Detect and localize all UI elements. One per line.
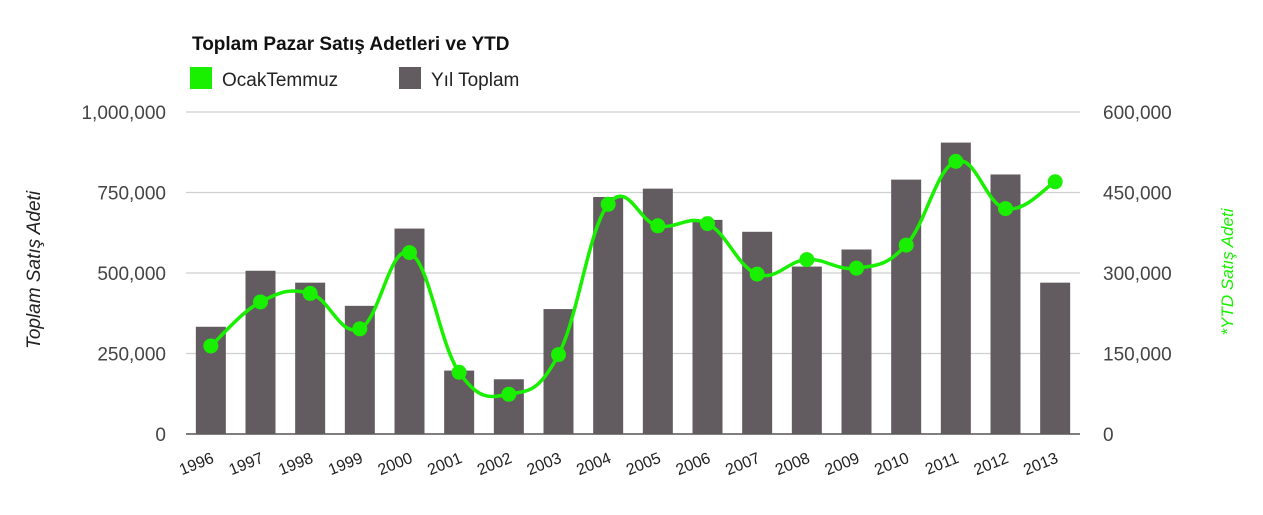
point-1997: [253, 294, 268, 310]
line-points: [203, 153, 1063, 402]
point-2000: [402, 245, 417, 261]
y-tick-label-right: 0: [1103, 425, 1114, 446]
x-tick-label: 2012: [972, 450, 1011, 479]
y-tick-label-right: 600,000: [1103, 103, 1172, 124]
point-2001: [451, 364, 467, 380]
x-tick-label: 2000: [376, 450, 415, 479]
x-tick-label: 2011: [923, 450, 961, 479]
bar-2010: [891, 179, 922, 434]
point-1999: [352, 321, 368, 337]
bar-series: [195, 142, 1071, 434]
ocaktemmuz-line: [209, 159, 1057, 399]
x-tick-label: 2008: [773, 450, 812, 479]
point-2009: [849, 260, 864, 276]
x-axis-ticks: 1996 1997 1998 1999 2000 2001 2002 2003 2004 2005…: [177, 450, 1061, 479]
legend-label-yil-toplam: Yıl Toplam: [431, 70, 519, 91]
bar-2009: [841, 249, 872, 434]
x-tick-label: 1998: [276, 450, 315, 479]
y-tick-label-right: 150,000: [1103, 345, 1172, 366]
y-tick-label-left: 500,000: [97, 264, 166, 285]
y-tick-label-right: 300,000: [1103, 264, 1172, 285]
x-tick-label: 2006: [674, 450, 713, 479]
x-tick-label: 2004: [574, 450, 613, 479]
gridlines: [186, 111, 1080, 435]
point-2005: [650, 218, 666, 234]
point-2006: [700, 216, 715, 232]
x-tick-label: 2005: [624, 450, 663, 479]
x-tick-label: 2009: [823, 450, 862, 479]
bar-2011: [940, 142, 971, 434]
x-tick-label: 2001: [425, 450, 464, 479]
point-2013: [1047, 174, 1063, 190]
legend-swatch-ocaktemmuz: [190, 67, 212, 89]
x-tick-label: 2007: [723, 450, 762, 479]
y-axis-label-left: Toplam Satış Adeti: [24, 190, 45, 349]
x-tick-label: 2003: [525, 450, 564, 479]
point-2003: [551, 347, 566, 363]
point-1996: [203, 338, 219, 354]
point-1998: [302, 285, 318, 301]
left-axis-ticks: 0 250,000 500,000 750,000 1,000,000: [81, 103, 166, 446]
x-tick-label: 2013: [1021, 450, 1060, 479]
x-tick-label: 2002: [475, 450, 514, 479]
y-tick-label-left: 0: [155, 425, 166, 446]
bar-2007: [742, 231, 773, 434]
y-tick-label-left: 250,000: [97, 345, 166, 366]
legend-swatch-yil-toplam: [399, 67, 421, 89]
y-tick-label-left: 1,000,000: [81, 103, 166, 124]
bar-2006: [692, 219, 723, 434]
x-tick-label: 1999: [326, 450, 365, 479]
point-2007: [749, 266, 765, 282]
bar-2004: [593, 197, 624, 434]
point-2012: [998, 201, 1013, 217]
bar-2008: [791, 266, 822, 434]
chart-title: Toplam Pazar Satış Adetleri ve YTD: [192, 34, 509, 55]
legend-label-ocaktemmuz: OcakTemmuz: [222, 70, 338, 91]
right-axis-ticks: 0 150,000 300,000 450,000 600,000: [1103, 103, 1172, 446]
x-tick-label: 1997: [227, 450, 266, 479]
bar-2012: [990, 174, 1021, 434]
point-2008: [799, 252, 815, 268]
x-tick-label: 1996: [177, 450, 216, 479]
point-2010: [898, 237, 914, 253]
point-2002: [501, 386, 517, 402]
y-tick-label-left: 750,000: [97, 184, 166, 205]
point-2004: [600, 196, 616, 212]
bar-2013: [1040, 282, 1071, 434]
point-2011: [948, 153, 964, 169]
y-axis-label-right: *YTD Satış Adeti: [1218, 207, 1237, 335]
y-tick-label-right: 450,000: [1103, 184, 1172, 205]
x-tick-label: 2010: [872, 450, 911, 479]
bar-1998: [295, 282, 326, 434]
bar-2001: [444, 370, 475, 434]
legend: OcakTemmuz Yıl Toplam: [190, 67, 519, 91]
